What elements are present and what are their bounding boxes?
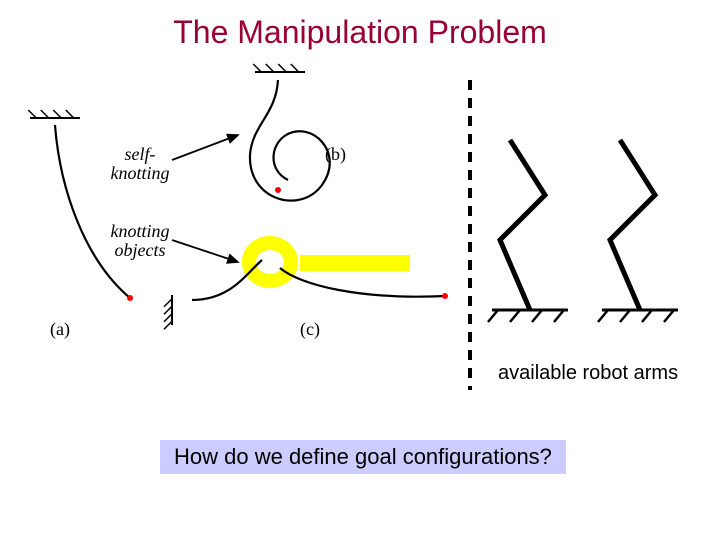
figure-a [28, 110, 133, 301]
label-self-knotting: self-knotting [100, 145, 180, 183]
figure-b [250, 64, 330, 201]
label-c: (c) [300, 320, 320, 339]
arrow-to-b [172, 135, 238, 160]
robot-arm-1 [488, 140, 568, 322]
label-a: (a) [50, 320, 70, 339]
figure-c [164, 236, 448, 329]
label-b: (b) [325, 145, 346, 164]
question-box: How do we define goal configurations? [160, 440, 566, 474]
robot-arm-2 [598, 140, 678, 322]
arrow-to-c [172, 240, 238, 262]
label-knotting-objects: knottingobjects [100, 222, 180, 260]
caption-robot-arms: available robot arms [498, 362, 678, 385]
slide: The Manipulation Problem self-knotting k… [0, 0, 720, 540]
